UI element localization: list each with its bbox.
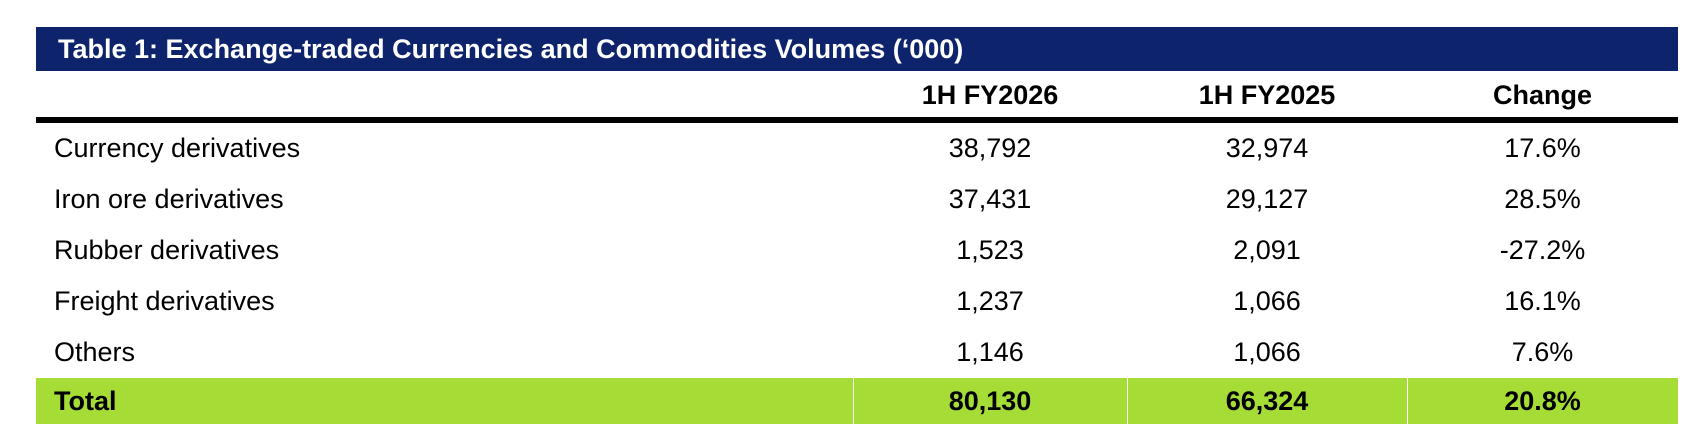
value-1h-fy2025: 32,974 — [1225, 133, 1309, 163]
column-divider — [1127, 378, 1128, 424]
value-1h-fy2025: 2,091 — [1233, 235, 1301, 265]
row-label: Freight derivatives — [54, 286, 275, 316]
column-header-1h-fy2025: 1H FY2025 — [1198, 80, 1336, 110]
volumes-table: Table 1: Exchange-traded Currencies and … — [36, 27, 1678, 424]
total-change: 20.8% — [1504, 385, 1581, 416]
table-header-row: 1H FY2026 1H FY2025 Change — [36, 71, 1678, 123]
column-header-1h-fy2026: 1H FY2026 — [921, 80, 1059, 110]
value-1h-fy2026: 1,237 — [956, 286, 1024, 316]
value-change: 28.5% — [1504, 184, 1581, 214]
value-1h-fy2025: 29,127 — [1225, 184, 1309, 214]
value-1h-fy2026: 38,792 — [948, 133, 1032, 163]
table-row: Freight derivatives 1,237 1,066 16.1% — [36, 276, 1678, 327]
total-label: Total — [54, 385, 117, 416]
column-divider — [1407, 378, 1408, 424]
table-title: Table 1: Exchange-traded Currencies and … — [36, 27, 1678, 71]
value-1h-fy2026: 1,523 — [956, 235, 1024, 265]
table-row: Currency derivatives 38,792 32,974 17.6% — [36, 123, 1678, 174]
value-change: 7.6% — [1511, 337, 1574, 367]
total-row: Total 80,130 66,324 20.8% — [36, 378, 1678, 424]
row-label: Others — [54, 337, 136, 367]
row-label: Currency derivatives — [54, 133, 301, 163]
row-label: Iron ore derivatives — [54, 184, 284, 214]
value-1h-fy2025: 1,066 — [1233, 337, 1301, 367]
column-header-change: Change — [1492, 80, 1592, 110]
total-1h-fy2026: 80,130 — [948, 385, 1032, 416]
total-1h-fy2025: 66,324 — [1225, 385, 1309, 416]
value-change: 16.1% — [1504, 286, 1581, 316]
column-divider — [853, 378, 854, 424]
table-row: Iron ore derivatives 37,431 29,127 28.5% — [36, 174, 1678, 225]
row-label: Rubber derivatives — [54, 235, 280, 265]
value-1h-fy2025: 1,066 — [1233, 286, 1301, 316]
value-change: 17.6% — [1504, 133, 1581, 163]
value-1h-fy2026: 37,431 — [948, 184, 1032, 214]
table-body: Currency derivatives 38,792 32,974 17.6%… — [36, 123, 1678, 424]
table-row: Others 1,146 1,066 7.6% — [36, 327, 1678, 378]
value-change: -27.2% — [1499, 235, 1586, 265]
table-row: Rubber derivatives 1,523 2,091 -27.2% — [36, 225, 1678, 276]
value-1h-fy2026: 1,146 — [956, 337, 1024, 367]
